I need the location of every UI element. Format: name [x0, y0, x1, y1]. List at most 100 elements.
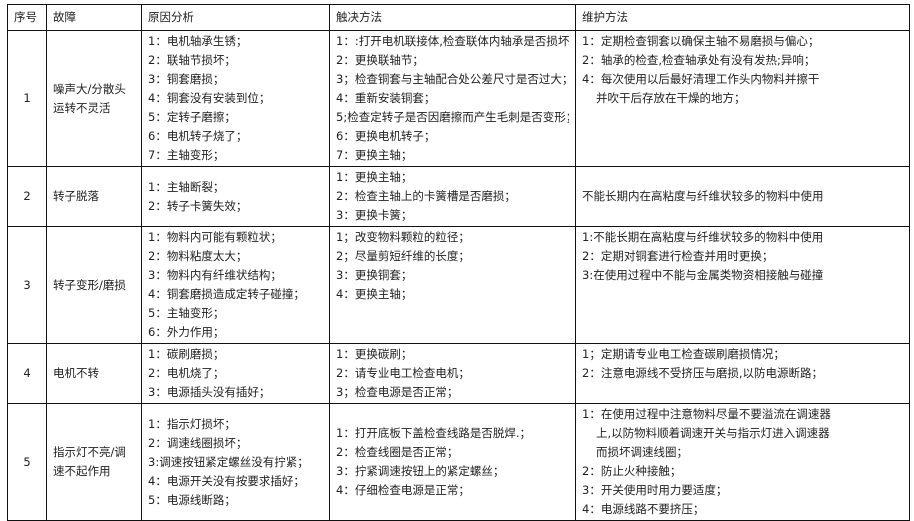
solutions-line: 1：打开底板下盖检查线路是否脱焊.； [336, 426, 531, 440]
maintenance-line: 2：轴承的检查,检查轴承处有没有发热;异响； [582, 53, 816, 67]
maintenance-line: 2：防止火种接触； [582, 464, 682, 478]
solutions-cell: 1；改变物料颗粒的粒径； 2；尽量剪短纤维的长度； 3：更换铜套； 4：更换主轴； [329, 226, 576, 344]
solutions-cell: 1：:打开电机联接体,检查联体内轴承是否损坏； 2：更换联轴节； 3；检查铜套与主轴… [329, 30, 576, 167]
maintenance-line: 2：定期对铜套进行检查并用时更换； [582, 249, 774, 263]
causes-cell: 1：碳刷磨损； 2：电机烧了； 3：电源插头没有插好； [141, 343, 330, 404]
row-number: 4 [7, 343, 47, 404]
causes-line: 3：物料内有纤维状结构； [148, 268, 282, 282]
header-num: 序号 [7, 4, 47, 31]
fault-line: 噪声大/分散头 [53, 81, 126, 96]
solutions-line: 3；检查电源是否正常； [336, 385, 459, 399]
solutions-line: 3：更换卡簧； [336, 208, 413, 222]
causes-line: 3:调速按钮紧定螺丝没有拧紧； [148, 454, 309, 469]
maintenance-line: 不能长期内在高粘度与纤维状较多的物料中使用 [582, 189, 824, 203]
causes-line: 1：主轴断裂； [148, 179, 225, 194]
troubleshooting-table: 序号 故障 原因分析 触决方法 维护方法 1 噪声大/分散头 运转不灵活 1：电机轴承… [7, 4, 910, 521]
solutions-line: 6：更换电机转子； [336, 129, 436, 143]
causes-line: 4：铜套磨损造成定转子碰撞； [148, 287, 305, 301]
maintenance-cell: 1:不能长期在高粘度与纤维状较多的物料中使用 2：定期对铜套进行检查并用时更换； 3… [575, 226, 910, 344]
solutions-line: 1：:打开电机联接体,检查联体内轴承是否损坏； [336, 34, 569, 48]
header-maintenance: 维护方法 [575, 4, 910, 31]
causes-line: 1：物料内可能有颗粒状； [148, 230, 282, 244]
causes-line: 5：电源线断路； [148, 492, 236, 507]
fault-line: 转子脱落 [53, 189, 99, 203]
causes-line: 1：电机轴承生锈； [148, 34, 248, 48]
causes-line: 2：转子卡簧失效； [148, 198, 248, 213]
fault-line: 电机不转 [53, 366, 99, 380]
maintenance-cell: 不能长期内在高粘度与纤维状较多的物料中使用 [575, 166, 910, 227]
fault-cell: 转子变形/磨损 [46, 226, 142, 344]
solutions-line: 2：更换联轴节； [336, 53, 424, 67]
causes-line: 3：电源插头没有插好； [148, 385, 271, 399]
row-number: 2 [7, 166, 47, 227]
solutions-line: 1；改变物料颗粒的粒径； [336, 230, 470, 244]
solutions-line: 3；检查铜套与主轴配合处公差尺寸是否过大； [336, 72, 569, 86]
causes-cell: 1：主轴断裂； 2：转子卡簧失效； [141, 166, 330, 227]
header-causes: 原因分析 [141, 4, 330, 31]
causes-line: 1：碳刷磨损； [148, 347, 225, 361]
solutions-line: 3：拧紧调速按钮上的紧定螺丝； [336, 464, 505, 478]
header-fault: 故障 [46, 4, 142, 31]
fault-line: 转子变形/磨损 [53, 277, 126, 292]
causes-line: 7：主轴变形； [148, 148, 225, 162]
header-solutions: 触决方法 [329, 4, 576, 31]
maintenance-line: 并吹干后存放在干燥的地方； [596, 91, 746, 105]
maintenance-line: 4：每次使用以后最好清理工作头内物料并擦干 [582, 72, 820, 86]
maintenance-line: 1；定期请专业电工检查碳刷磨损情况； [582, 347, 785, 361]
solutions-line: 1：更换主轴； [336, 170, 413, 184]
fault-line: 速不起作用 [53, 464, 111, 478]
solutions-cell: 1：更换主轴； 2：检查主轴上的卡簧槽是否磨损； 3：更换卡簧； [329, 166, 576, 227]
solutions-line: 2：检查主轴上的卡簧槽是否磨损； [336, 189, 516, 203]
table-row: 3 转子变形/磨损 1：物料内可能有颗粒状； 2：物料粘度太大； 3：物料内有纤维状结构… [7, 226, 910, 344]
causes-cell: 1：电机轴承生锈； 2：联轴节损坏； 3：铜套磨损； 4：铜套没有安装到位； 5：定转子… [141, 30, 330, 167]
table-row: 1 噪声大/分散头 运转不灵活 1：电机轴承生锈； 2：联轴节损坏； 3：铜套磨损； 4：铜… [7, 30, 910, 167]
maintenance-line: 3:在使用过程中不能与金属类物资相接触与碰撞 [582, 268, 824, 282]
fault-cell: 噪声大/分散头 运转不灵活 [46, 30, 142, 167]
causes-line: 2：物料粘度太大； [148, 249, 248, 263]
fault-cell: 电机不转 [46, 343, 142, 404]
maintenance-line: 4：电源线路不要挤压； [582, 502, 705, 516]
fault-cell: 转子脱落 [46, 166, 142, 227]
maintenance-line: 1：在使用过程中注意物料尽量不要溢流在调速器 [582, 407, 831, 421]
maintenance-line: 上,以防物料顺着调速开关与指示灯进入调速器 [596, 426, 830, 440]
solutions-line: 1：更换碳刷； [336, 347, 413, 361]
causes-line: 4：铜套没有安装到位； [148, 91, 271, 105]
fault-line: 运转不灵活 [53, 100, 111, 115]
solutions-line: 2：请专业电工检查电机； [336, 366, 470, 380]
causes-line: 2：联轴节损坏； [148, 53, 236, 67]
solutions-cell: 1：打开底板下盖检查线路是否脱焊.； 2：检查线圈是否正常； 3：拧紧调速按钮上的紧… [329, 403, 576, 521]
row-number: 3 [7, 226, 47, 344]
maintenance-cell: 1；定期请专业电工检查碳刷磨损情况； 2：注意电源线不受挤压与磨损,以防电源断路； [575, 343, 910, 404]
causes-cell: 1：指示灯损坏； 2：调速线圈损坏； 3:调速按钮紧定螺丝没有拧紧； 4：电源开关没有… [141, 403, 330, 521]
solutions-line: 2：检查线圈是否正常； [336, 445, 459, 459]
causes-cell: 1：物料内可能有颗粒状； 2：物料粘度太大； 3：物料内有纤维状结构； 4：铜套磨损造… [141, 226, 330, 344]
causes-line: 5：主轴变形； [148, 306, 225, 320]
causes-line: 5：定转子磨擦； [148, 110, 236, 124]
causes-line: 2：电机烧了； [148, 366, 225, 380]
maintenance-cell: 1：定期检查铜套以确保主轴不易磨损与偏心； 2：轴承的检查,检查轴承处有没有发热;… [575, 30, 910, 167]
causes-line: 4：电源开关没有按要求插好； [148, 473, 305, 488]
causes-line: 3：铜套磨损； [148, 72, 225, 86]
causes-line: 1：指示灯损坏； [148, 416, 236, 431]
maintenance-line: 1：定期检查铜套以确保主轴不易磨损与偏心； [582, 34, 820, 48]
fault-cell: 指示灯不亮/调 速不起作用 [46, 403, 142, 521]
solutions-line: 4：仔细检查电源是正常； [336, 483, 470, 497]
row-number: 5 [7, 403, 47, 521]
table-row: 5 指示灯不亮/调 速不起作用 1：指示灯损坏； 2：调速线圈损坏； 3:调速按钮紧定螺丝… [7, 403, 910, 521]
header-row: 序号 故障 原因分析 触决方法 维护方法 [7, 4, 910, 31]
maintenance-line: 3：开关使用时用力要适度； [582, 483, 728, 497]
maintenance-cell: 1：在使用过程中注意物料尽量不要溢流在调速器上,以防物料顺着调速开关与指示灯进入… [575, 403, 910, 521]
solutions-line: 3：更换铜套； [336, 268, 413, 282]
maintenance-line: 2：注意电源线不受挤压与磨损,以防电源断路； [582, 366, 823, 380]
solutions-line: 7：更换主轴； [336, 148, 413, 162]
maintenance-line: 而损坏调速线圈； [596, 445, 688, 459]
maintenance-line: 1:不能长期在高粘度与纤维状较多的物料中使用 [582, 230, 824, 244]
causes-line: 2：调速线圈损坏； [148, 435, 248, 450]
row-number: 1 [7, 30, 47, 167]
causes-line: 6：电机转子烧了； [148, 129, 248, 143]
solutions-line: 2；尽量剪短纤维的长度； [336, 249, 470, 263]
solutions-line: 4：更换主轴； [336, 287, 413, 301]
causes-line: 6：外力作用； [148, 325, 225, 339]
solutions-line: 4：重新安装铜套； [336, 91, 436, 105]
solutions-line: 5;检查定转子是否因磨擦而产生毛刺是否变形； [336, 110, 569, 124]
